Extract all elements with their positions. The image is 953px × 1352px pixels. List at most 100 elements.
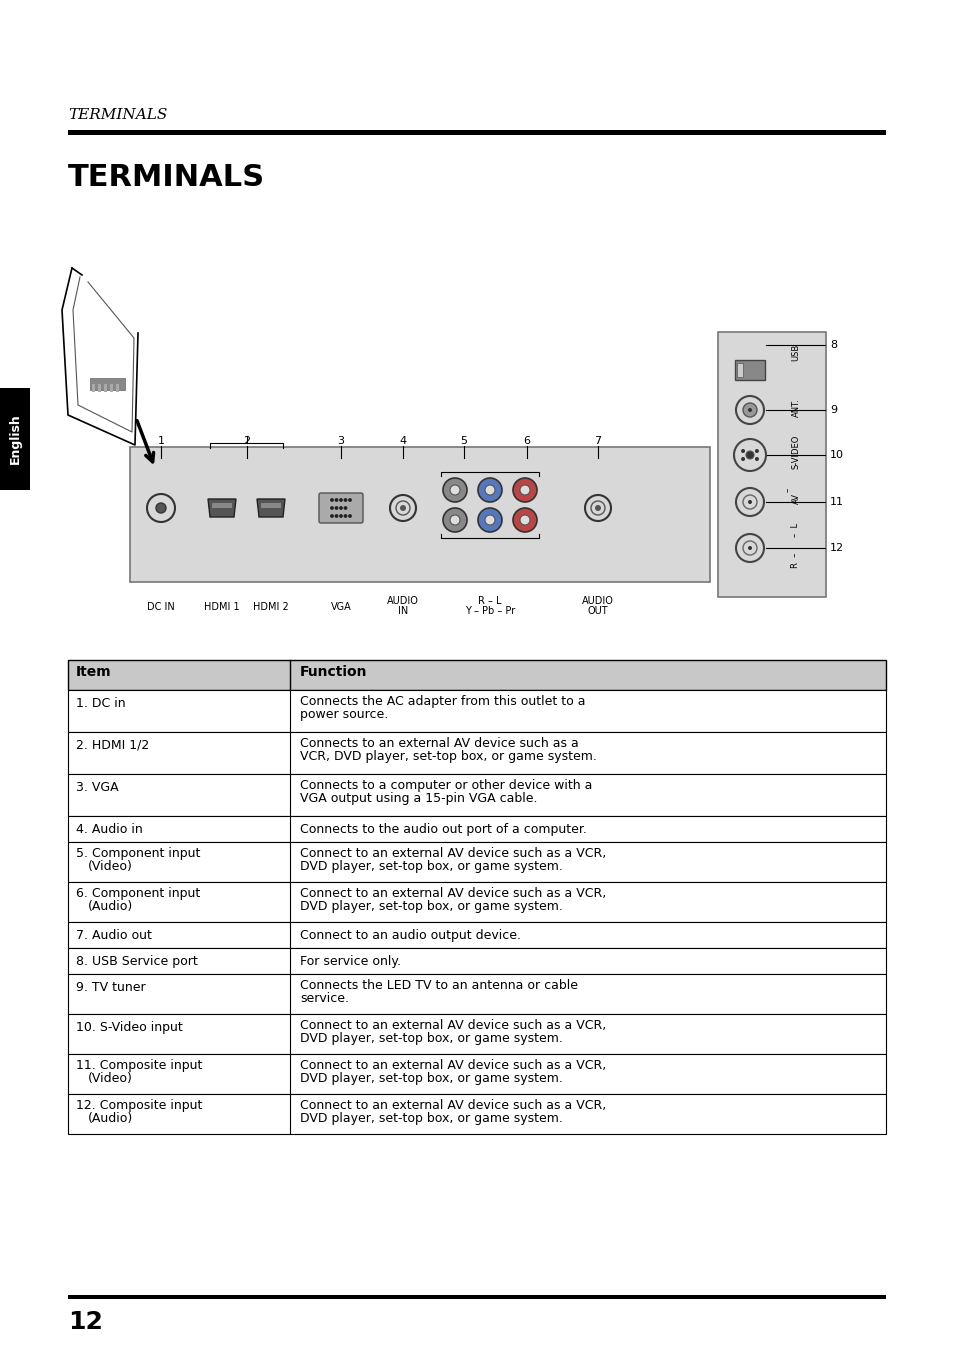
Bar <box>68 690 885 731</box>
Text: VGA output using a 15-pin VGA cable.: VGA output using a 15-pin VGA cable. <box>299 792 537 804</box>
Text: R – L: R – L <box>477 596 501 606</box>
Text: Item: Item <box>76 665 112 679</box>
Text: 10: 10 <box>829 450 843 460</box>
Bar <box>0 388 30 489</box>
Text: 7. Audio out: 7. Audio out <box>76 929 152 942</box>
Bar <box>737 362 742 377</box>
Circle shape <box>450 515 459 525</box>
Text: 3: 3 <box>337 435 344 446</box>
Text: 12. Composite input: 12. Composite input <box>76 1099 202 1111</box>
Text: AUDIO: AUDIO <box>387 596 418 606</box>
Text: 5: 5 <box>460 435 467 446</box>
Bar <box>68 973 885 1014</box>
Circle shape <box>335 515 337 518</box>
Text: 11: 11 <box>829 498 843 507</box>
Bar <box>68 817 885 842</box>
Text: 3. VGA: 3. VGA <box>76 781 118 794</box>
Circle shape <box>450 485 459 495</box>
Text: 6: 6 <box>523 435 530 446</box>
Text: 2: 2 <box>243 435 251 446</box>
Circle shape <box>519 485 530 495</box>
Text: HDMI 2: HDMI 2 <box>253 602 289 612</box>
Circle shape <box>747 408 751 412</box>
Circle shape <box>747 500 751 504</box>
Text: 1: 1 <box>157 435 164 446</box>
Text: USB: USB <box>791 343 800 361</box>
Bar <box>68 1295 885 1299</box>
Circle shape <box>339 515 342 518</box>
Polygon shape <box>256 499 285 516</box>
Text: AV: AV <box>791 492 800 503</box>
Bar <box>68 731 885 773</box>
Circle shape <box>740 457 744 461</box>
Text: DC IN: DC IN <box>147 602 174 612</box>
Circle shape <box>442 479 467 502</box>
Text: –  L: – L <box>791 523 800 537</box>
Circle shape <box>742 403 757 416</box>
Text: service.: service. <box>299 992 349 1005</box>
Polygon shape <box>208 499 235 516</box>
Text: Function: Function <box>299 665 367 679</box>
Text: 9: 9 <box>829 406 836 415</box>
Text: (Video): (Video) <box>88 860 132 873</box>
Bar <box>68 1094 885 1134</box>
Bar <box>98 384 101 392</box>
Circle shape <box>344 515 346 518</box>
Bar <box>68 882 885 922</box>
Text: DVD player, set-top box, or game system.: DVD player, set-top box, or game system. <box>299 1072 562 1086</box>
Circle shape <box>740 449 744 453</box>
Text: DVD player, set-top box, or game system.: DVD player, set-top box, or game system. <box>299 1032 562 1045</box>
Circle shape <box>331 515 333 518</box>
Text: Connect to an external AV device such as a VCR,: Connect to an external AV device such as… <box>299 1059 605 1072</box>
Circle shape <box>335 507 337 510</box>
Bar <box>734 360 764 380</box>
Text: 4. Audio in: 4. Audio in <box>76 823 143 836</box>
Text: 7: 7 <box>594 435 601 446</box>
Circle shape <box>519 515 530 525</box>
Circle shape <box>754 449 759 453</box>
Bar <box>212 503 232 508</box>
Circle shape <box>477 508 501 531</box>
Text: VGA: VGA <box>331 602 351 612</box>
Bar <box>104 384 107 392</box>
Bar <box>91 384 95 392</box>
Text: For service only.: For service only. <box>299 955 400 968</box>
Circle shape <box>349 515 351 518</box>
Bar <box>68 130 885 135</box>
Text: S-VIDEO: S-VIDEO <box>791 435 800 469</box>
Text: 2. HDMI 1/2: 2. HDMI 1/2 <box>76 740 149 752</box>
Text: HDMI 1: HDMI 1 <box>204 602 239 612</box>
Text: 9. TV tuner: 9. TV tuner <box>76 982 146 994</box>
Circle shape <box>331 507 333 510</box>
Text: DVD player, set-top box, or game system.: DVD player, set-top box, or game system. <box>299 1111 562 1125</box>
Text: 8: 8 <box>829 339 836 350</box>
Text: TERMINALS: TERMINALS <box>68 108 167 122</box>
Bar <box>261 503 281 508</box>
Circle shape <box>339 499 342 502</box>
Circle shape <box>335 499 337 502</box>
Circle shape <box>339 507 342 510</box>
Text: Connect to an external AV device such as a VCR,: Connect to an external AV device such as… <box>299 887 605 900</box>
Text: Connect to an audio output device.: Connect to an audio output device. <box>299 929 520 942</box>
Text: (Audio): (Audio) <box>88 900 133 913</box>
Circle shape <box>349 499 351 502</box>
FancyBboxPatch shape <box>318 493 363 523</box>
Bar <box>68 948 885 973</box>
Text: Connects to an external AV device such as a: Connects to an external AV device such a… <box>299 737 578 750</box>
Text: English: English <box>9 414 22 464</box>
Circle shape <box>331 499 333 502</box>
Text: Connects the LED TV to an antenna or cable: Connects the LED TV to an antenna or cab… <box>299 979 578 992</box>
Bar <box>116 384 119 392</box>
Bar <box>68 1014 885 1055</box>
Circle shape <box>513 508 537 531</box>
Text: TERMINALS: TERMINALS <box>68 164 265 192</box>
Text: Connect to an external AV device such as a VCR,: Connect to an external AV device such as… <box>299 1099 605 1111</box>
Text: Y – Pb – Pr: Y – Pb – Pr <box>464 606 515 617</box>
Text: R  –: R – <box>791 553 800 568</box>
Text: 1. DC in: 1. DC in <box>76 698 126 710</box>
Circle shape <box>595 506 600 511</box>
Bar <box>68 773 885 817</box>
Text: 5. Component input: 5. Component input <box>76 846 200 860</box>
Text: 8. USB Service port: 8. USB Service port <box>76 955 197 968</box>
Bar <box>718 333 825 598</box>
